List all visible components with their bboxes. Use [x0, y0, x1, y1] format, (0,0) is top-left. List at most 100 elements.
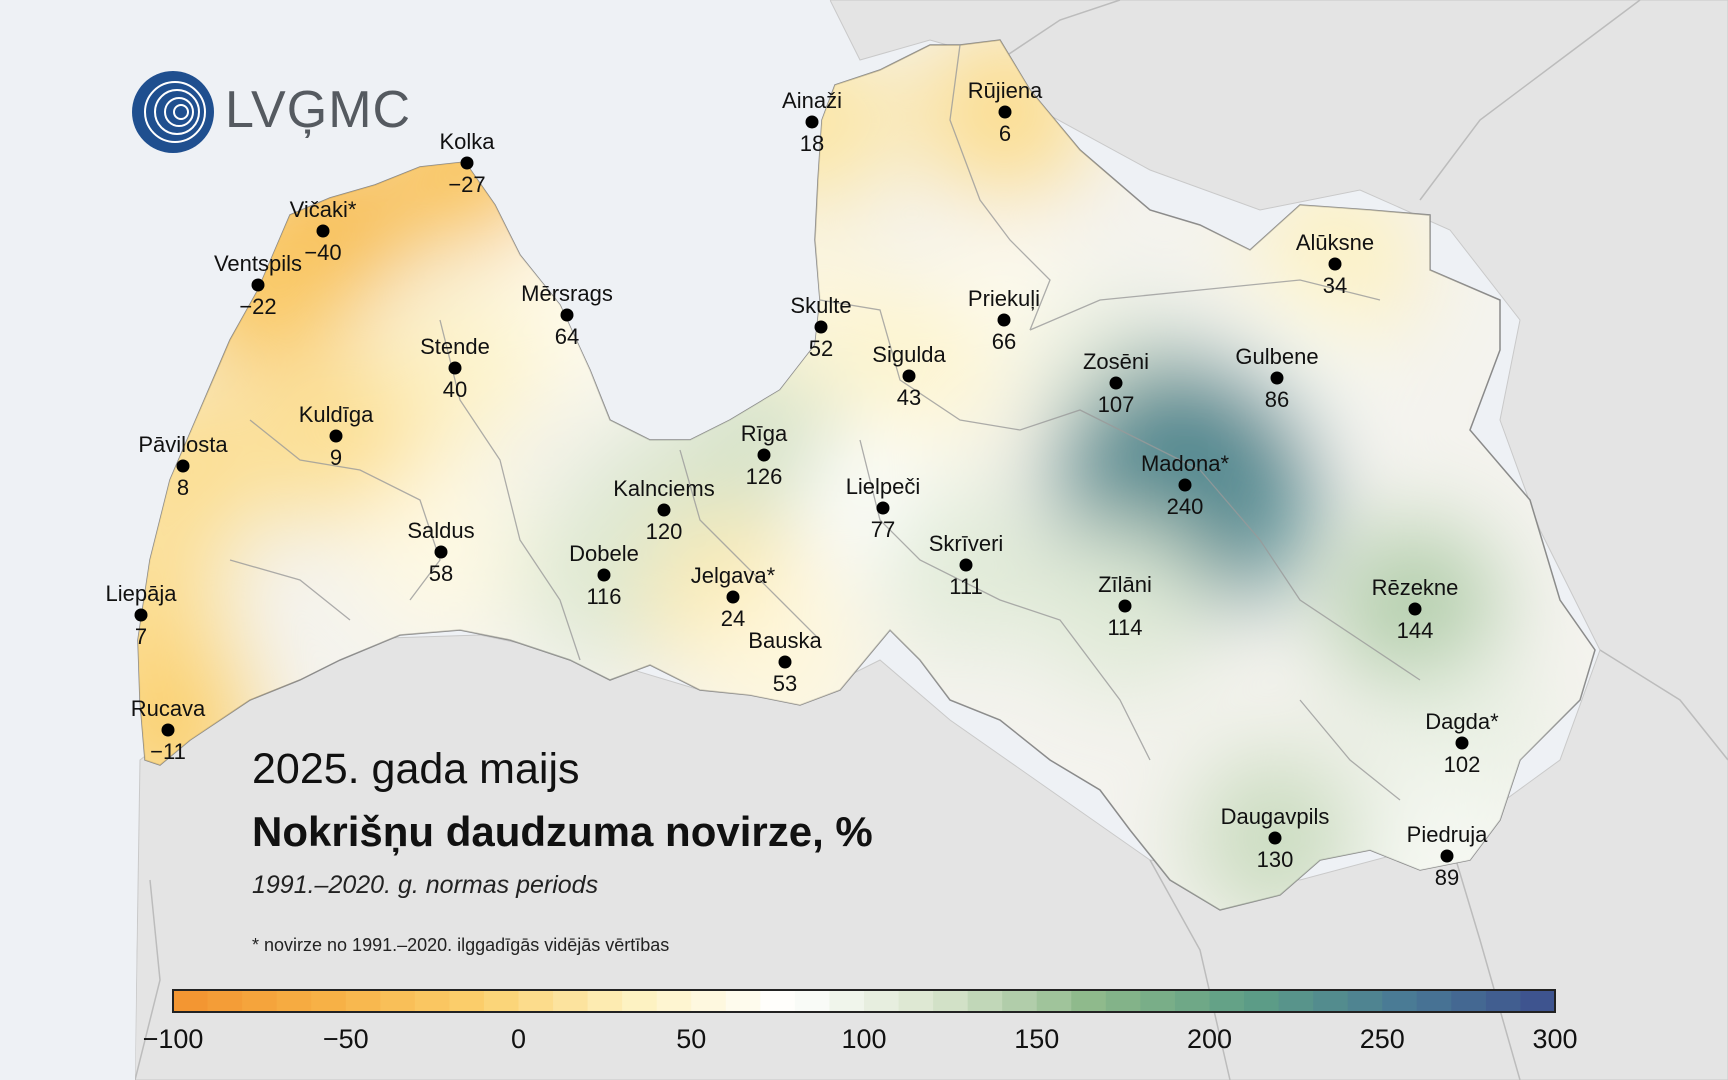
- station-value: 126: [746, 464, 783, 489]
- station-dot: [1408, 602, 1422, 616]
- legend-tick-label: 50: [676, 1024, 706, 1054]
- station-name: Madona*: [1141, 451, 1230, 476]
- legend-swatch: [1244, 990, 1280, 1012]
- station-name: Ventspils: [214, 251, 302, 276]
- station-value: 18: [800, 131, 824, 156]
- station-zoseni[interactable]: Zosēni 107: [1083, 349, 1149, 417]
- legend-swatch: [1209, 990, 1245, 1012]
- station-kuldiga[interactable]: Kuldīga 9: [299, 402, 374, 470]
- legend-swatch: [207, 990, 243, 1012]
- station-dot: [902, 369, 916, 383]
- station-name: Liepāja: [106, 581, 178, 606]
- station-jelgava[interactable]: Jelgava* 24: [691, 563, 776, 631]
- legend-swatch: [864, 990, 900, 1012]
- legend-swatch: [1071, 990, 1107, 1012]
- station-stende[interactable]: Stende 40: [420, 334, 490, 402]
- station-dot: [805, 115, 819, 129]
- station-rucava[interactable]: Rucava −11: [131, 696, 206, 764]
- legend-tick-label: 250: [1360, 1024, 1405, 1054]
- legend-swatch: [1520, 990, 1556, 1012]
- station-ventspils[interactable]: Ventspils −22: [214, 251, 302, 319]
- station-value: −11: [150, 739, 186, 764]
- station-madona[interactable]: Madona* 240: [1141, 451, 1230, 519]
- station-name: Skulte: [790, 293, 851, 318]
- map-title: 2025. gada maijs: [252, 745, 580, 793]
- station-name: Vičaki*: [290, 197, 357, 222]
- station-pavilosta[interactable]: Pāvilosta 8: [138, 432, 228, 500]
- legend-swatch: [656, 990, 692, 1012]
- footnote: * novirze no 1991.–2020. ilggadīgās vidē…: [252, 935, 670, 955]
- legend-swatch: [380, 990, 416, 1012]
- station-dagda[interactable]: Dagda* 102: [1425, 709, 1499, 777]
- station-value: 34: [1323, 273, 1347, 298]
- legend-swatch: [898, 990, 934, 1012]
- station-kolka[interactable]: Kolka −27: [439, 129, 495, 197]
- legend-swatch: [173, 990, 209, 1012]
- station-dot: [1109, 376, 1123, 390]
- station-mersrags[interactable]: Mērsrags 64: [521, 281, 613, 349]
- station-dot: [134, 608, 148, 622]
- station-saldus[interactable]: Saldus 58: [407, 518, 474, 586]
- station-dot: [460, 156, 474, 170]
- station-value: −27: [448, 172, 485, 197]
- station-name: Ainaži: [782, 88, 842, 113]
- station-sigulda[interactable]: Sigulda 43: [872, 342, 946, 410]
- sea: [0, 0, 830, 1080]
- station-name: Zīlāni: [1098, 572, 1152, 597]
- legend-tick-label: 150: [1014, 1024, 1059, 1054]
- station-dot: [814, 320, 828, 334]
- station-value: −22: [239, 294, 276, 319]
- station-rezekne[interactable]: Rēzekne 144: [1372, 575, 1459, 643]
- station-piedruja[interactable]: Piedruja 89: [1407, 822, 1488, 890]
- legend-tick-label: 300: [1532, 1024, 1577, 1054]
- map-subtitle: Nokrišņu daudzuma novirze, %: [252, 808, 873, 855]
- station-riga[interactable]: Rīga 126: [741, 421, 788, 489]
- station-skulte[interactable]: Skulte 52: [790, 293, 851, 361]
- station-bauska[interactable]: Bauska 53: [748, 628, 822, 696]
- station-dot: [161, 723, 175, 737]
- station-lielpeci[interactable]: Lielpeči 77: [846, 474, 921, 542]
- station-value: 130: [1257, 847, 1294, 872]
- legend-swatch: [1036, 990, 1072, 1012]
- legend-tick-label: 0: [511, 1024, 526, 1054]
- region-borders: [229, 44, 1421, 801]
- station-name: Bauska: [748, 628, 822, 653]
- legend-swatch: [760, 990, 796, 1012]
- station-value: 240: [1167, 494, 1204, 519]
- station-aluksne[interactable]: Alūksne 34: [1296, 230, 1374, 298]
- station-kalnciems[interactable]: Kalnciems 120: [613, 476, 714, 544]
- legend-swatch: [276, 990, 312, 1012]
- station-value: 64: [555, 324, 579, 349]
- station-name: Zosēni: [1083, 349, 1149, 374]
- station-rujiena[interactable]: Rūjiena 6: [968, 78, 1043, 146]
- station-value: 53: [773, 671, 797, 696]
- station-ainazi[interactable]: Ainaži 18: [782, 88, 842, 156]
- station-vicaki[interactable]: Vičaki* −40: [290, 197, 357, 265]
- station-priekuli[interactable]: Priekuļi 66: [968, 286, 1040, 354]
- station-dot: [1455, 736, 1469, 750]
- station-gulbene[interactable]: Gulbene 86: [1235, 344, 1318, 412]
- legend-swatch: [1105, 990, 1141, 1012]
- station-skriveri[interactable]: Skrīveri 111: [929, 531, 1004, 599]
- station-dot: [1270, 371, 1284, 385]
- legend-swatch: [1416, 990, 1452, 1012]
- station-dot: [1178, 478, 1192, 492]
- legend-swatch: [725, 990, 761, 1012]
- station-liepaja[interactable]: Liepāja 7: [106, 581, 178, 649]
- station-name: Gulbene: [1235, 344, 1318, 369]
- station-name: Kolka: [439, 129, 495, 154]
- station-daugavpils[interactable]: Daugavpils 130: [1221, 804, 1330, 872]
- station-name: Kalnciems: [613, 476, 714, 501]
- legend-swatch: [345, 990, 381, 1012]
- station-value: 24: [721, 606, 745, 631]
- station-zilani[interactable]: Zīlāni 114: [1098, 572, 1152, 640]
- station-value: 114: [1107, 615, 1142, 640]
- station-dobele[interactable]: Dobele 116: [569, 541, 639, 609]
- legend-swatch: [691, 990, 727, 1012]
- legend-swatch: [449, 990, 485, 1012]
- station-name: Dobele: [569, 541, 639, 566]
- station-dot: [757, 448, 771, 462]
- station-dot: [959, 558, 973, 572]
